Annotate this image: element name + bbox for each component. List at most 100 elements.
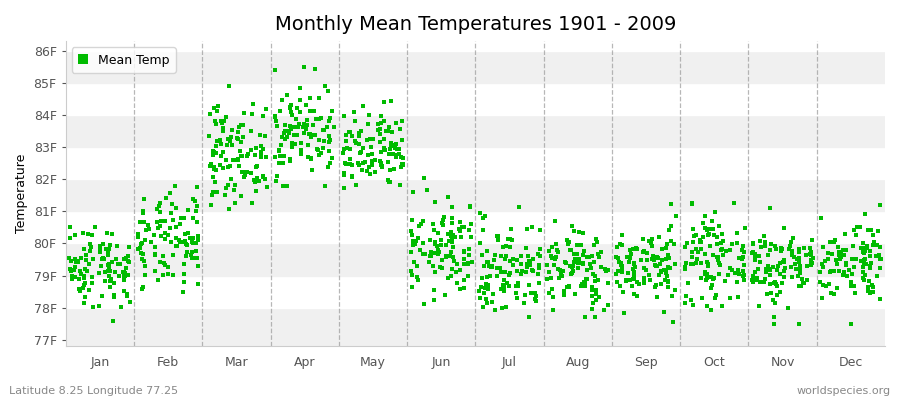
Point	[219, 156, 233, 163]
Point	[136, 219, 150, 226]
Point	[733, 255, 747, 262]
Point	[480, 258, 494, 265]
Point	[412, 247, 427, 254]
Point	[339, 132, 354, 138]
Point	[835, 246, 850, 253]
Point	[785, 274, 799, 280]
Point	[371, 127, 385, 134]
Point	[813, 279, 827, 286]
Point	[700, 302, 715, 309]
Point	[713, 262, 727, 268]
Point	[294, 150, 309, 157]
Point	[862, 278, 877, 284]
Point	[338, 160, 352, 166]
Point	[785, 252, 799, 258]
Point	[824, 268, 839, 274]
Point	[85, 280, 99, 286]
Point	[683, 261, 698, 267]
Point	[783, 243, 797, 249]
Point	[705, 218, 719, 224]
Point	[164, 210, 178, 216]
Point	[491, 265, 505, 271]
Point	[615, 232, 629, 238]
Point	[303, 155, 318, 161]
Point	[666, 319, 680, 326]
Point	[300, 122, 314, 128]
Point	[441, 238, 455, 244]
Point	[705, 306, 719, 313]
Point	[68, 264, 83, 271]
Point	[706, 275, 721, 281]
Point	[235, 152, 249, 159]
Point	[297, 121, 311, 127]
Point	[206, 189, 220, 196]
Point	[174, 220, 188, 227]
Point	[814, 260, 829, 267]
Point	[99, 246, 113, 252]
Point	[793, 263, 807, 269]
Point	[861, 227, 876, 234]
Point	[343, 156, 357, 163]
Point	[220, 182, 235, 188]
Point	[82, 261, 96, 267]
Point	[168, 205, 183, 212]
Point	[529, 298, 544, 304]
Point	[540, 262, 554, 268]
Point	[360, 137, 374, 144]
Point	[524, 289, 538, 296]
Point	[325, 108, 339, 114]
Point	[793, 266, 807, 272]
Point	[252, 132, 266, 138]
Point	[574, 260, 589, 266]
Point	[102, 273, 116, 279]
Bar	[66, 115, 885, 147]
Point	[210, 138, 224, 144]
Point	[866, 289, 880, 296]
Point	[767, 320, 781, 327]
Point	[352, 133, 366, 140]
Point	[189, 203, 203, 210]
Point	[307, 107, 321, 114]
Point	[209, 150, 223, 157]
Point	[424, 253, 438, 260]
Point	[355, 166, 369, 173]
Point	[168, 183, 183, 189]
Point	[661, 278, 675, 285]
Point	[444, 228, 458, 235]
Point	[382, 178, 396, 185]
Point	[153, 208, 167, 215]
Point	[748, 269, 762, 276]
Point	[804, 259, 818, 265]
Point	[209, 167, 223, 174]
Point	[362, 164, 376, 170]
Point	[410, 238, 424, 244]
Point	[659, 268, 673, 274]
Point	[392, 146, 407, 153]
Point	[522, 258, 536, 265]
Point	[164, 238, 178, 245]
Point	[818, 258, 832, 264]
Point	[612, 240, 626, 247]
Point	[438, 242, 453, 248]
Point	[104, 275, 118, 282]
Point	[76, 282, 91, 288]
Point	[101, 250, 115, 256]
Point	[382, 146, 397, 152]
Point	[293, 146, 308, 153]
Point	[698, 212, 712, 219]
Point	[664, 237, 679, 244]
Point	[731, 266, 745, 273]
Point	[658, 277, 672, 284]
Point	[585, 306, 599, 312]
Point	[866, 284, 880, 290]
Point	[230, 156, 245, 162]
Point	[189, 240, 203, 246]
Point	[540, 276, 554, 282]
Point	[752, 266, 766, 272]
Point	[117, 277, 131, 283]
Point	[375, 164, 390, 170]
Point	[544, 244, 559, 250]
Point	[428, 240, 442, 247]
Point	[284, 104, 298, 110]
Point	[773, 271, 788, 277]
